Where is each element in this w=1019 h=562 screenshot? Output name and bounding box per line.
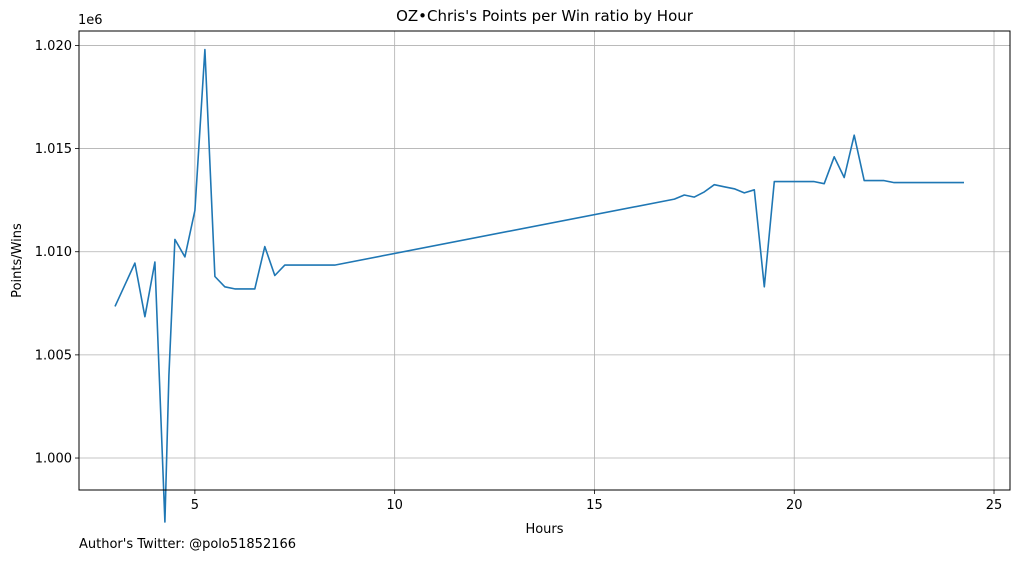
x-tick-label: 20 [786, 498, 803, 513]
series-line [114, 48, 964, 523]
chart-title: OZ•Chris's Points per Win ratio by Hour [396, 7, 694, 25]
y-axis-offset-label: 1e6 [78, 13, 103, 28]
axis-ticks: 5 10 15 20 25 1.000 1.005 1.010 1.015 1.020 [35, 39, 1003, 513]
x-tick-label: 10 [386, 498, 403, 513]
y-tick-label: 1.015 [35, 142, 72, 157]
grid-lines [79, 31, 1010, 490]
y-axis-label: Points/Wins [10, 223, 25, 298]
author-credit: Author's Twitter: @polo51852166 [79, 537, 297, 552]
plot-frame [78, 30, 1011, 491]
y-tick-label: 1.010 [35, 245, 72, 260]
y-tick-label: 1.020 [35, 39, 72, 54]
x-tick-label: 5 [191, 498, 199, 513]
x-tick-label: 15 [586, 498, 603, 513]
series-group [114, 48, 964, 523]
x-tick-label: 25 [986, 498, 1003, 513]
x-axis-label: Hours [525, 522, 563, 537]
y-tick-label: 1.005 [35, 348, 72, 363]
y-tick-label: 1.000 [35, 452, 72, 467]
